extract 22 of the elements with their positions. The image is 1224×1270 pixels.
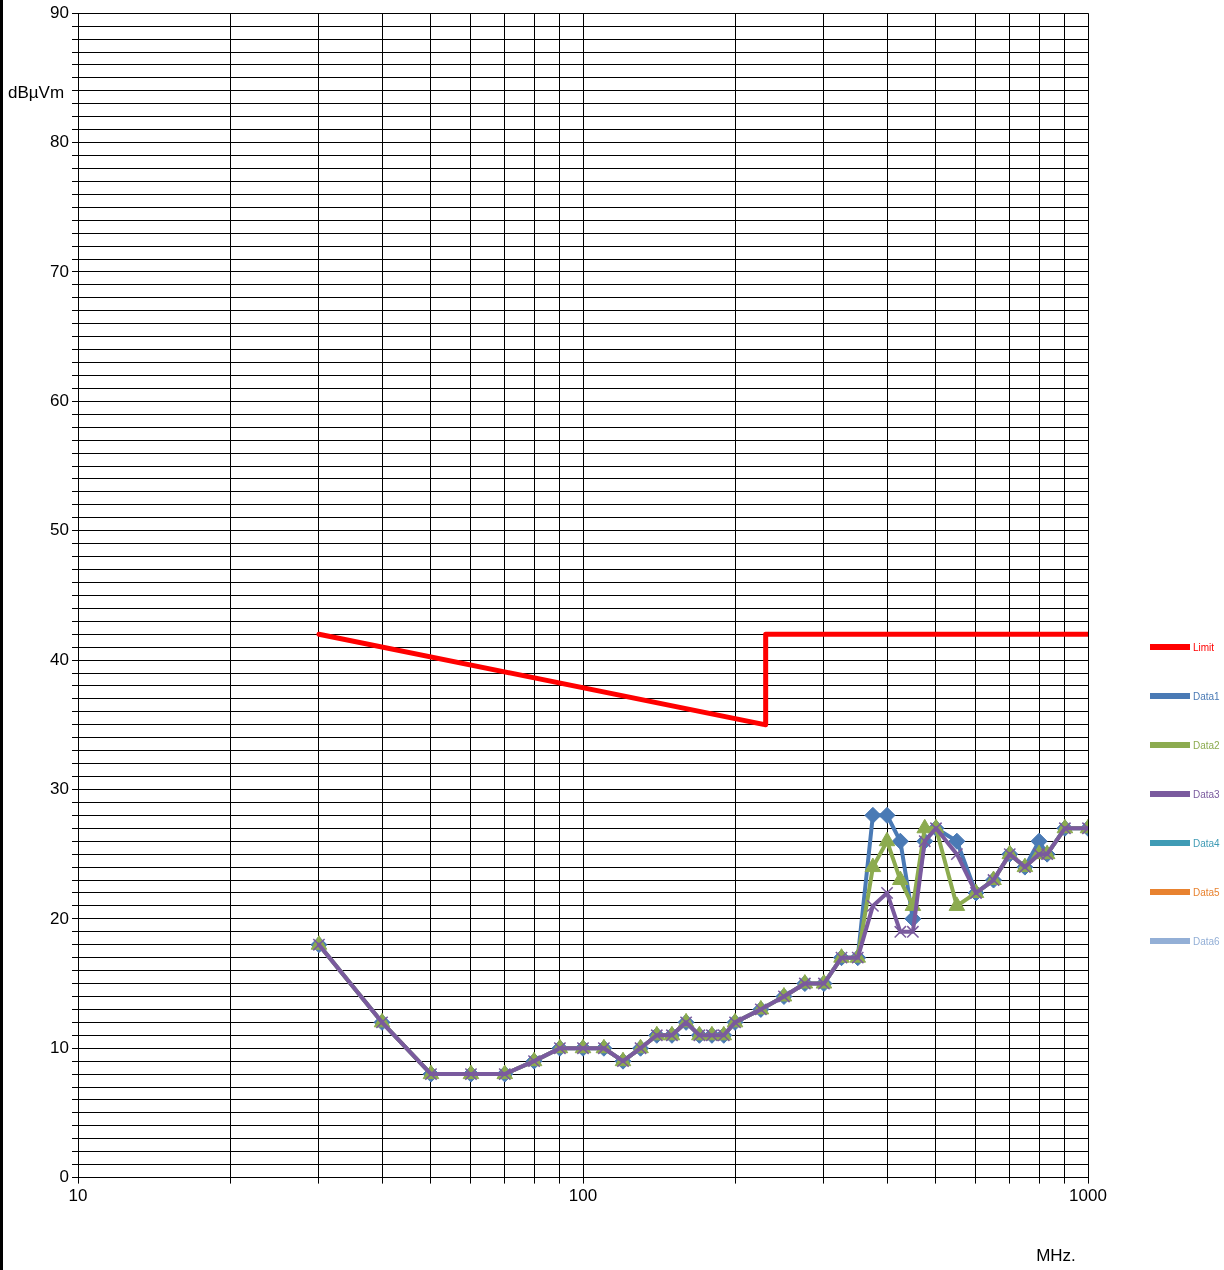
y-tick-label: 90 (50, 2, 69, 22)
y-tick-label: 20 (50, 908, 69, 928)
legend-label: Data6 (1193, 935, 1220, 947)
y-tick-label: 60 (50, 391, 69, 411)
x-tick-label: 100 (568, 1186, 598, 1206)
legend-label: Data4 (1193, 837, 1220, 849)
y-tick-label: 80 (50, 132, 69, 152)
x-tick-label: 10 (68, 1186, 88, 1206)
y-tick-label: 10 (50, 1037, 69, 1057)
legend-label: Limit (1193, 641, 1215, 653)
legend-label: Data2 (1193, 739, 1220, 751)
legend-label: Data5 (1193, 886, 1220, 898)
x-tick-label: 1000 (1069, 1186, 1107, 1206)
x-axis-title: MHz. (1036, 1245, 1076, 1265)
y-tick-label: 50 (50, 520, 69, 540)
y-tick-label: 30 (50, 779, 69, 799)
y-axis-title: dBµVm (8, 82, 65, 102)
y-tick-label: 40 (50, 649, 69, 669)
legend-label: Data3 (1193, 788, 1220, 800)
y-tick-label: 0 (59, 1167, 69, 1187)
legend-label: Data1 (1193, 690, 1220, 702)
y-tick-label: 70 (50, 261, 69, 281)
